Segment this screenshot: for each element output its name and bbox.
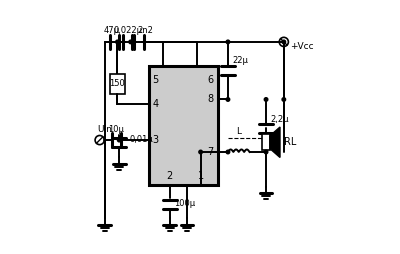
Bar: [149, 66, 218, 185]
Text: 3: 3: [152, 135, 159, 145]
Text: L: L: [236, 127, 241, 136]
Text: 8: 8: [207, 94, 213, 104]
Circle shape: [118, 138, 121, 142]
Circle shape: [226, 98, 230, 101]
Text: 2,2μ: 2,2μ: [271, 115, 289, 124]
Text: 22μ: 22μ: [232, 56, 248, 65]
Circle shape: [282, 40, 286, 44]
Text: 100μ: 100μ: [174, 199, 196, 208]
Circle shape: [226, 150, 230, 154]
Polygon shape: [270, 127, 280, 157]
Text: 10μ: 10μ: [108, 125, 124, 134]
Circle shape: [264, 150, 268, 154]
Text: 6: 6: [207, 75, 213, 85]
Text: 4: 4: [152, 99, 159, 109]
Circle shape: [226, 40, 230, 44]
Text: 47μ: 47μ: [104, 26, 120, 35]
Text: 2n2: 2n2: [138, 26, 153, 35]
Circle shape: [129, 40, 132, 44]
Text: UIn: UIn: [97, 125, 112, 134]
Text: 1: 1: [198, 171, 204, 181]
Text: +Vcc: +Vcc: [290, 42, 314, 52]
Text: 150: 150: [110, 80, 125, 88]
Circle shape: [264, 98, 268, 101]
Text: 0,022μ: 0,022μ: [113, 26, 142, 35]
Bar: [110, 74, 124, 94]
Text: 0,01μ: 0,01μ: [129, 135, 153, 144]
Text: 5: 5: [152, 75, 159, 85]
Text: RL: RL: [284, 137, 296, 147]
Circle shape: [116, 40, 119, 44]
Circle shape: [282, 98, 286, 101]
Text: 7: 7: [207, 147, 213, 157]
Text: 2: 2: [167, 171, 173, 181]
Bar: [262, 134, 270, 150]
Circle shape: [199, 150, 202, 154]
